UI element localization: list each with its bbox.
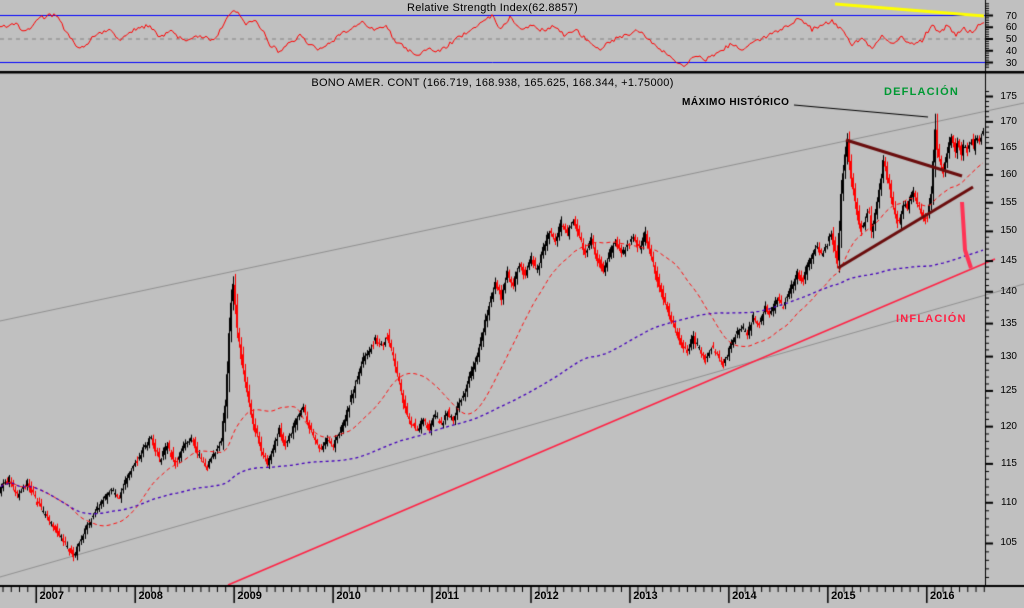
year-label: 2015 [831,590,856,602]
rsi-axis-label: 60 [1005,22,1017,34]
price-axis-label: 120 [1000,420,1017,432]
price-axis-label: 175 [1000,90,1017,102]
price-axis-label: 160 [1000,168,1017,180]
price-axis-label: 165 [1000,141,1017,153]
price-panel[interactable] [0,73,985,585]
year-label: 2008 [138,590,163,602]
rsi-axis-label: 40 [1005,45,1017,57]
price-axis-label: 150 [1000,225,1017,237]
time-axis[interactable]: 2007 2008 2009 2010 2011 2012 2013 2014 2015 2016 [0,585,1024,608]
price-axis-label: 105 [1000,537,1017,549]
price-axis-label: 170 [1000,115,1017,127]
annotation-inflacion: INFLACIÓN [896,313,967,325]
price-axis[interactable]: 175 170 165 160 155 150 145 140 135 130 125 120 115 1… [985,73,1024,585]
annotation-maximo-historico: MÁXIMO HISTÓRICO [682,97,790,108]
price-axis-label: 125 [1000,384,1017,396]
price-axis-label: 140 [1000,285,1017,297]
year-label: 2010 [336,590,361,602]
rsi-title: Relative Strength Index(62.8857) [406,2,579,14]
price-axis-label: 115 [1001,457,1017,469]
price-axis-label: 110 [1001,496,1017,508]
symbol-title: BONO AMER. CONT (166.719, 168.938, 165.6… [311,77,674,89]
year-label: 2009 [237,590,262,602]
price-axis-label: 135 [1000,317,1017,329]
year-label: 2011 [435,590,460,602]
rsi-price-axis[interactable]: 70 60 50 40 30 [985,0,1024,71]
year-label: 2012 [534,590,559,602]
price-axis-label: 145 [1000,255,1017,267]
rsi-axis-label: 50 [1005,34,1017,45]
year-label: 2016 [930,590,955,602]
year-label: 2007 [39,590,64,602]
year-label: 2014 [732,590,757,602]
rsi-axis-label: 70 [1005,10,1017,22]
year-label: 2013 [633,590,658,602]
price-axis-label: 130 [1000,350,1017,362]
annotation-deflacion: DEFLACIÓN [884,86,959,98]
rsi-axis-label: 30 [1005,57,1017,69]
price-axis-label: 155 [1000,196,1017,208]
